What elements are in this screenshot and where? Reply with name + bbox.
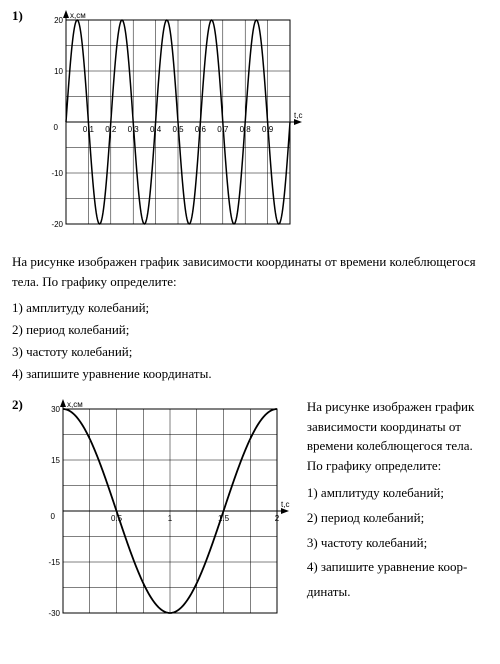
problem-1-intro: На рисунке изображен график зависимости …	[12, 252, 488, 291]
svg-text:t,c: t,c	[294, 111, 302, 120]
problem-1-items: 1) амплитуду колебаний; 2) период колеба…	[12, 297, 488, 385]
svg-text:-10: -10	[52, 169, 64, 178]
svg-text:0: 0	[50, 512, 55, 521]
problem-1-item: 4) запишите уравнение координаты.	[12, 363, 488, 385]
problem-2-items: 1) амплитуду колебаний; 2) период колеба…	[307, 481, 488, 604]
problem-2-item: 4) запишите уравнение коор­динаты.	[307, 555, 488, 604]
svg-text:x,см: x,см	[70, 11, 86, 20]
svg-text:15: 15	[51, 456, 60, 465]
svg-text:30: 30	[51, 405, 60, 414]
problem-2-item: 2) период колебаний;	[307, 506, 488, 531]
svg-text:10: 10	[54, 67, 63, 76]
problem-2-intro: На рисунке изображен график зависимости …	[307, 397, 488, 475]
svg-text:1: 1	[168, 514, 173, 523]
problem-1: 1) x,смt,c-20-10010200.10.20.30.40.50.60…	[12, 8, 488, 385]
problem-2-number: 2)	[12, 397, 23, 413]
problem-2-item: 3) частоту колебаний;	[307, 531, 488, 556]
problem-1-item: 3) частоту колебаний;	[12, 341, 488, 363]
problem-2-text-block: На рисунке изображен график зависимости …	[295, 397, 488, 604]
problem-2-chart: x,смt,c-30-15015300.511.52	[35, 397, 295, 631]
problem-2: 2) x,смt,c-30-15015300.511.52 На рисунке…	[12, 397, 488, 631]
svg-text:-20: -20	[52, 220, 64, 229]
svg-text:x,см: x,см	[67, 400, 83, 409]
svg-text:t,c: t,c	[281, 500, 289, 509]
problem-2-item: 1) амплитуду колебаний;	[307, 481, 488, 506]
problem-1-item: 2) период колебаний;	[12, 319, 488, 341]
svg-text:0: 0	[54, 123, 59, 132]
problem-1-number: 1)	[12, 8, 23, 24]
problem-1-chart: x,смt,c-20-10010200.10.20.30.40.50.60.70…	[38, 8, 308, 242]
svg-text:-15: -15	[48, 558, 60, 567]
svg-text:-30: -30	[48, 609, 60, 618]
svg-text:20: 20	[54, 16, 63, 25]
problem-1-item: 1) амплитуду колебаний;	[12, 297, 488, 319]
